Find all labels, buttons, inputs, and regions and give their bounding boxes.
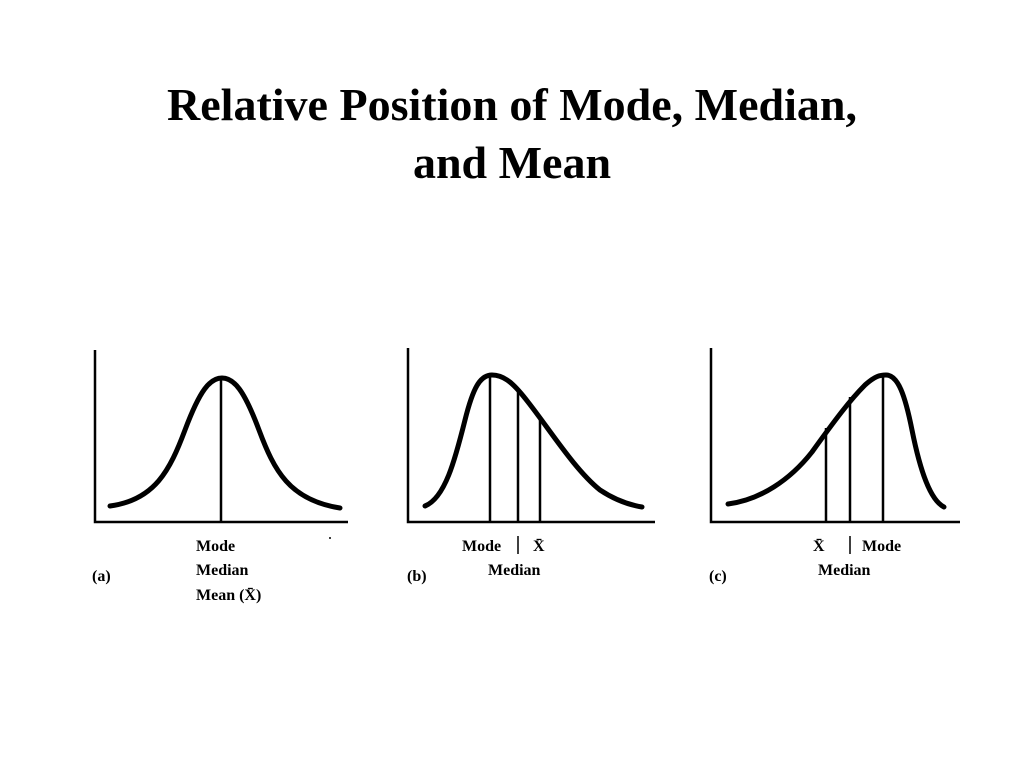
panel-c-axes (709, 348, 960, 524)
panel-a-mean-label: Mean (X̄) (196, 586, 261, 604)
panel-c-mode-label: Mode (862, 538, 901, 555)
panel-c-mean-label: X̄ (813, 537, 825, 555)
panel-a-curve (107, 375, 343, 511)
panel-b-curve (422, 372, 645, 510)
panel-c-curve (725, 372, 947, 510)
panel-a-median-label: Median (196, 562, 249, 579)
panel-b: Mode X̄ Median (b) (406, 348, 655, 585)
panel-a-label: (a) (92, 568, 111, 585)
panel-b-mean-label: X̄ (533, 537, 545, 555)
panel-c: X̄ Mode Median (c) (709, 348, 960, 585)
panel-a-mode-label: Mode (196, 538, 235, 555)
panel-c-label: (c) (709, 568, 727, 585)
slide-title-line-2: and Mean (412, 137, 612, 188)
panel-b-label: (b) (407, 568, 427, 585)
panel-b-median-label: Median (488, 562, 541, 579)
panel-c-median-label: Median (818, 562, 871, 579)
slide-title-line-1: Relative Position of Mode, Median, (167, 79, 857, 130)
slide-title: Relative Position of Mode, Median, and M… (0, 76, 1024, 192)
panel-a-axes (93, 350, 348, 524)
panel-b-axes (406, 348, 655, 524)
panel-b-mode-label: Mode (462, 538, 501, 555)
panel-a: Mode Median Mean (X̄) (a) (92, 350, 348, 604)
